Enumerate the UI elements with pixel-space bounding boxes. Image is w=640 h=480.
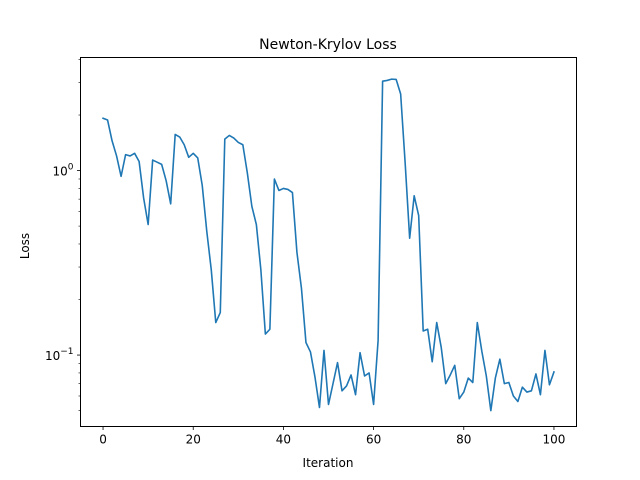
series-line [102,78,555,412]
x-tick-label: 60 [366,433,381,447]
y-axis-title: Loss [18,233,32,259]
x-tick-label: 0 [99,433,107,447]
y-tick-label: 10−1 [45,347,74,363]
x-tick-label: 40 [276,433,291,447]
x-tick-label: 100 [543,433,566,447]
x-axis-title: Iteration [303,456,354,470]
y-tick-label: 100 [52,163,73,179]
chart-title: Newton-Krylov Loss [259,37,397,53]
y-axis: 10−1 100 [45,59,81,411]
plot-frame [80,57,577,427]
x-tick-label: 80 [456,433,471,447]
x-tick-label: 20 [186,433,201,447]
x-axis: 0 20 40 60 80 100 [99,426,566,447]
plot-area [102,78,555,412]
